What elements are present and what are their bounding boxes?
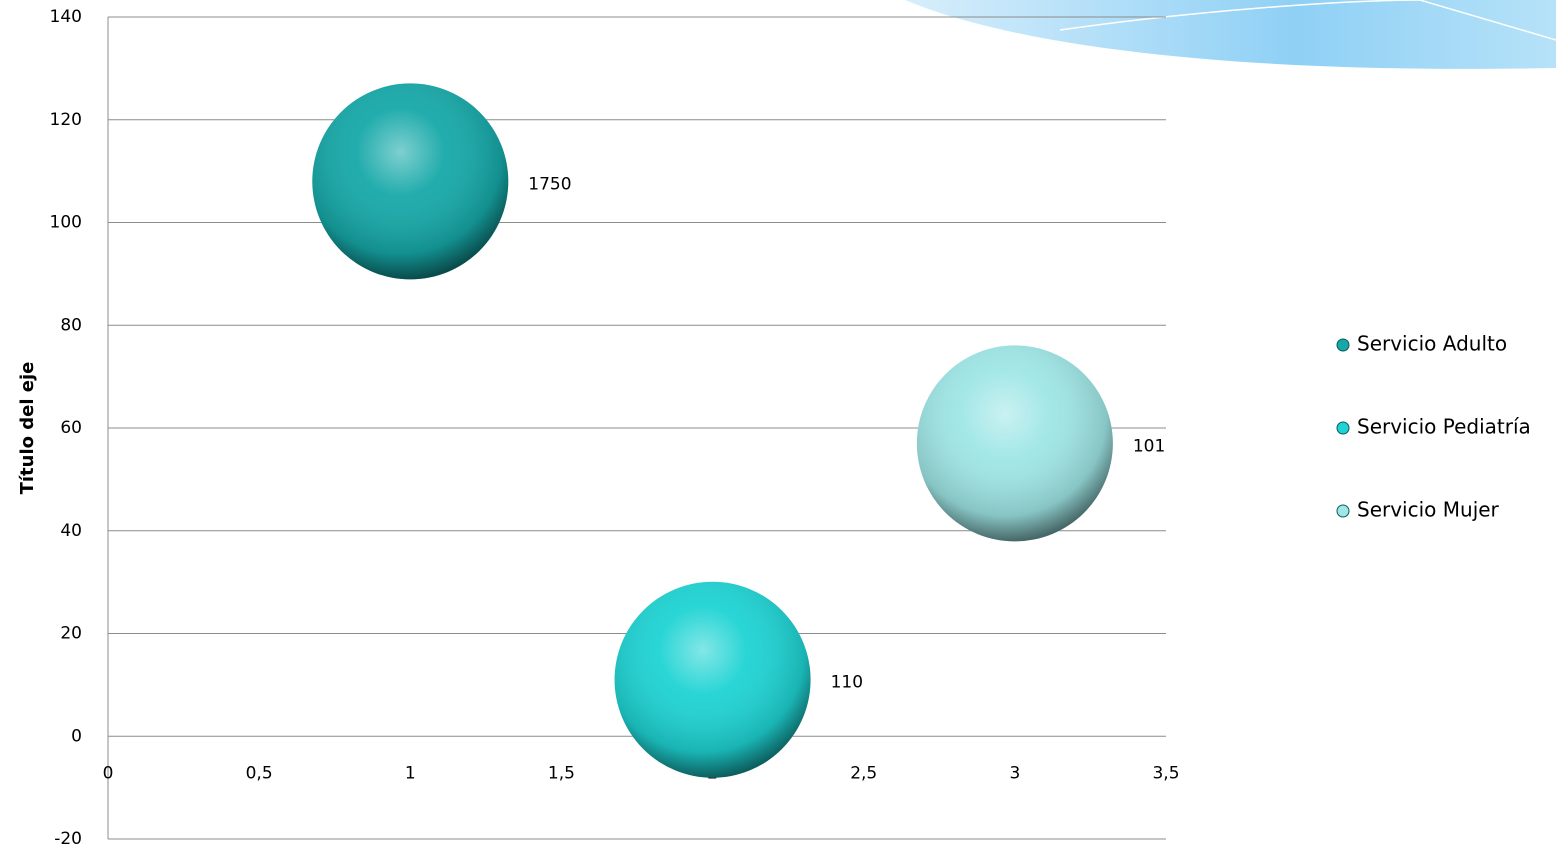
data-label: 1750 (528, 174, 571, 194)
y-tick-label: 140 (50, 7, 82, 27)
x-tick-label: 0,5 (246, 763, 273, 783)
y-tick-label: 60 (60, 418, 82, 438)
decoration (905, 0, 1556, 69)
y-tick-label: 100 (50, 213, 82, 233)
y-axis-title: Título del eje (17, 362, 38, 495)
legend-marker (1336, 421, 1350, 435)
legend-label: Servicio Adulto (1357, 332, 1507, 356)
x-tick-label: 2,5 (850, 763, 877, 783)
y-tick-label: 20 (60, 624, 82, 644)
legend-label: Servicio Mujer (1357, 498, 1500, 522)
y-tick-label: 40 (60, 521, 82, 541)
bubble-shade (614, 581, 811, 778)
data-label: 101 (1133, 436, 1165, 456)
legend-label: Servicio Pediatría (1357, 415, 1531, 439)
legend-marker (1336, 504, 1350, 518)
x-tick-label: 1 (405, 763, 416, 783)
x-tick-label: 0 (103, 763, 114, 783)
x-tick-label: 3 (1009, 763, 1020, 783)
bubble-shade (312, 83, 509, 280)
x-tick-label: 3,5 (1152, 763, 1179, 783)
y-tick-label: -20 (54, 829, 82, 849)
y-tick-label: 120 (50, 110, 82, 130)
data-label: 110 (831, 673, 863, 693)
x-tick-label: 1,5 (548, 763, 575, 783)
y-tick-label: 80 (60, 315, 82, 335)
y-tick-label: 0 (71, 726, 82, 746)
legend-marker (1336, 338, 1350, 352)
bubble-shade (916, 345, 1113, 542)
